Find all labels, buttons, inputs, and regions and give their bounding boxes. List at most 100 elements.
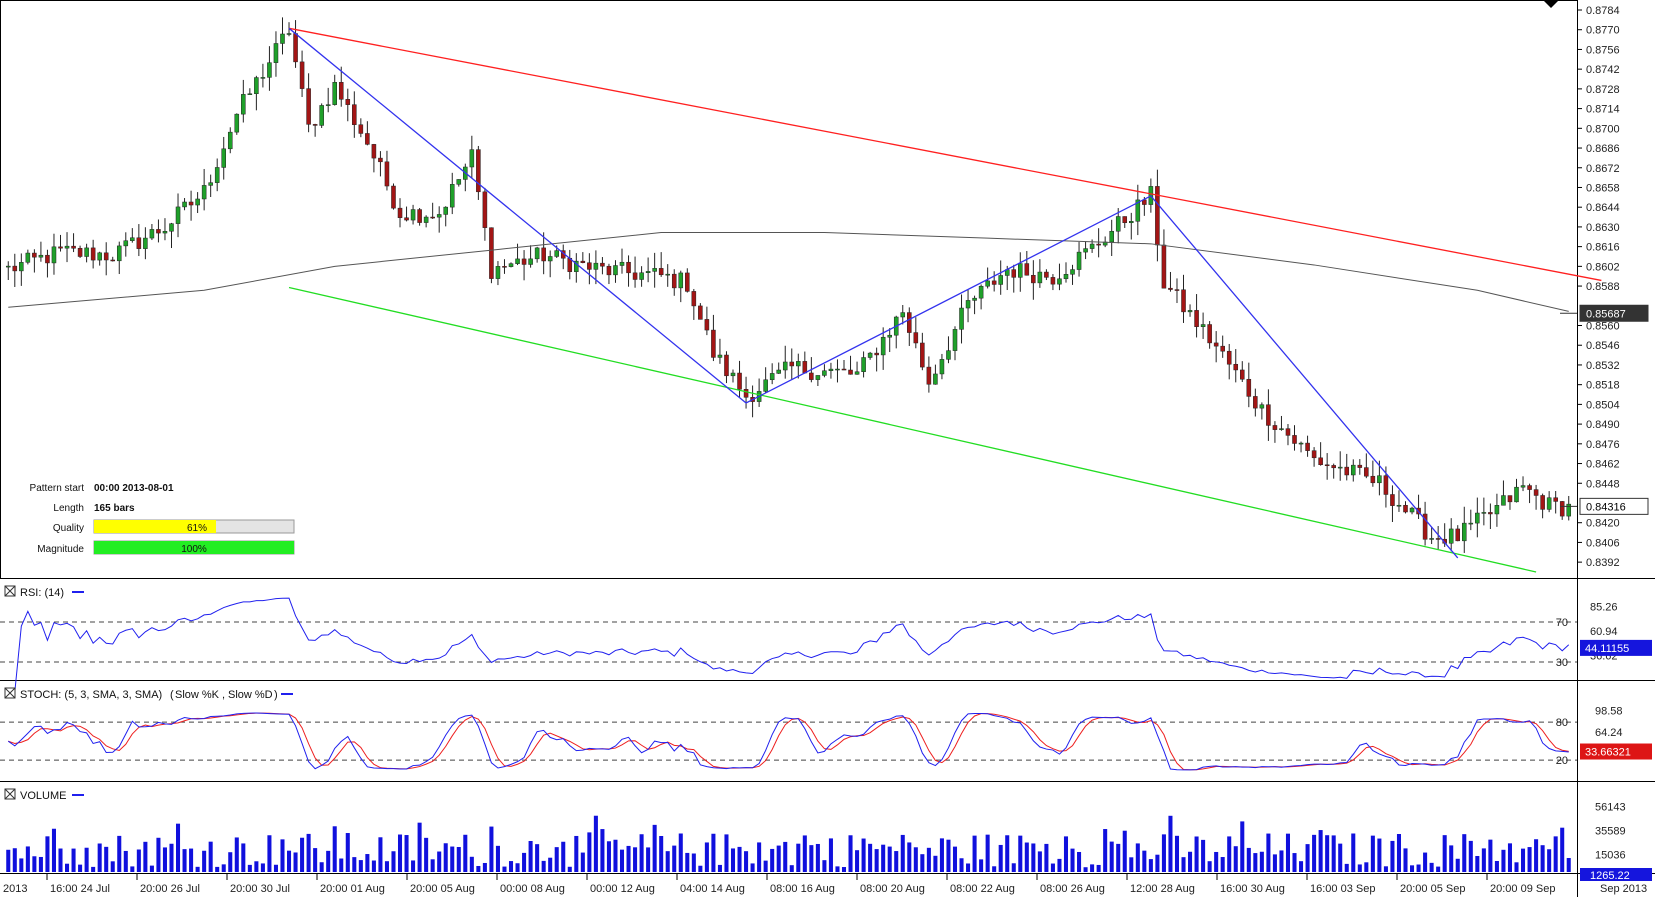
- bear-candle: [1226, 350, 1232, 365]
- volume-bar: [730, 848, 736, 872]
- volume-bar: [254, 861, 259, 872]
- bear-candle: [1161, 244, 1167, 289]
- price-tick-label: 0.8630: [1586, 222, 1620, 234]
- stoch-level-label: 80: [1556, 717, 1568, 729]
- volume-bar: [19, 858, 24, 872]
- volume-bar: [1201, 839, 1206, 872]
- volume-bar: [463, 834, 468, 872]
- price-tick-label: 0.8518: [1586, 380, 1620, 392]
- bear-candle: [384, 161, 390, 187]
- price-tick-label: 0.8714: [1586, 104, 1620, 116]
- bull-candle: [273, 43, 279, 63]
- bull-candle: [1135, 199, 1141, 222]
- volume-bar: [234, 837, 239, 872]
- volume-bar: [606, 841, 611, 872]
- bull-candle: [959, 307, 964, 330]
- bear-candle: [789, 361, 795, 367]
- volume-bar: [38, 856, 43, 872]
- bear-candle: [1311, 450, 1317, 459]
- bear-candle: [1553, 497, 1558, 502]
- bull-candle: [19, 262, 24, 272]
- volume-bar: [1370, 835, 1375, 872]
- volume-bar: [267, 835, 272, 872]
- volume-bar: [482, 862, 487, 872]
- volume-bar: [946, 839, 951, 872]
- volume-bar: [25, 846, 30, 872]
- rsi-line: [8, 597, 1570, 693]
- volume-bar: [130, 866, 135, 872]
- volume-bar: [763, 860, 768, 872]
- volume-bar: [1449, 845, 1454, 872]
- menu-dropdown-icon[interactable]: [1544, 1, 1558, 8]
- time-tick-label: 20:00 09 Sep: [1490, 883, 1555, 895]
- volume-bar: [1207, 861, 1212, 872]
- volume-bar: [195, 866, 200, 872]
- bear-candle: [1540, 495, 1545, 510]
- volume-bar: [156, 837, 161, 872]
- volume-bar: [1325, 835, 1330, 872]
- bull-candle: [1501, 495, 1506, 506]
- price-tick-label: 0.8756: [1586, 44, 1620, 56]
- volume-last-value: 1265.22: [1590, 870, 1630, 882]
- bull-candle: [534, 247, 540, 260]
- bull-candle: [619, 261, 625, 266]
- price-tag-label: 0.84316: [1586, 501, 1626, 513]
- volume-bar: [972, 835, 977, 872]
- price-tag-label: 0.85687: [1586, 308, 1626, 320]
- bear-candle: [1266, 404, 1271, 426]
- volume-bar: [469, 856, 474, 872]
- volume-bar: [1246, 847, 1251, 872]
- bear-candle: [110, 259, 116, 262]
- bear-candle: [658, 268, 664, 276]
- bull-candle: [1259, 404, 1265, 409]
- bull-candle: [319, 105, 324, 126]
- volume-bar: [1462, 834, 1467, 872]
- volume-bar: [1240, 821, 1245, 872]
- bull-candle: [835, 368, 840, 371]
- volume-bar: [51, 828, 56, 872]
- time-tick-label: 00:00 08 Aug: [500, 883, 565, 895]
- bear-candle: [1403, 504, 1408, 513]
- bull-candle: [1475, 512, 1480, 524]
- volume-bar: [770, 848, 775, 872]
- bull-candle: [593, 262, 599, 270]
- volume-bar: [561, 841, 566, 872]
- volume-bar: [424, 837, 429, 872]
- volume-bar: [143, 841, 148, 872]
- price-tick-label: 0.8448: [1586, 478, 1620, 490]
- volume-bar: [894, 851, 899, 872]
- bull-candle: [1076, 251, 1082, 270]
- bear-candle: [1370, 475, 1376, 484]
- bull-candle: [175, 206, 181, 224]
- bear-candle: [156, 229, 161, 234]
- volume-bar: [58, 848, 63, 872]
- bull-candle: [123, 240, 129, 247]
- price-tick-label: 0.8784: [1586, 5, 1620, 17]
- bear-candle: [632, 272, 638, 280]
- volume-bar: [1468, 840, 1473, 872]
- bull-candle: [815, 375, 821, 380]
- volume-bar: [861, 838, 866, 872]
- bull-candle: [574, 260, 579, 272]
- volume-bar: [1285, 833, 1291, 872]
- bull-candle: [227, 131, 233, 150]
- volume-bar: [1031, 843, 1036, 872]
- bear-candle: [1324, 464, 1330, 467]
- bull-candle: [1129, 221, 1134, 224]
- volume-bar: [6, 849, 11, 872]
- bull-candle: [1514, 486, 1519, 503]
- bull-candle: [1461, 522, 1467, 542]
- price-axis: 0.8784 0.8770 0.8756 0.8742 0.8728 0.8714 0.87…: [1577, 5, 1620, 569]
- bear-candle: [476, 149, 481, 193]
- bull-candle: [1109, 230, 1114, 243]
- volume-bar: [535, 844, 540, 872]
- volume-bar: [371, 860, 376, 872]
- volume-bar: [1527, 847, 1532, 872]
- pattern-length-value: 165 bars: [94, 503, 135, 514]
- bull-candle: [1520, 485, 1526, 488]
- bull-candle: [423, 216, 429, 223]
- bear-candle: [502, 266, 507, 268]
- volume-bar: [273, 864, 278, 872]
- bear-candle: [926, 366, 932, 385]
- bull-candle: [116, 245, 122, 262]
